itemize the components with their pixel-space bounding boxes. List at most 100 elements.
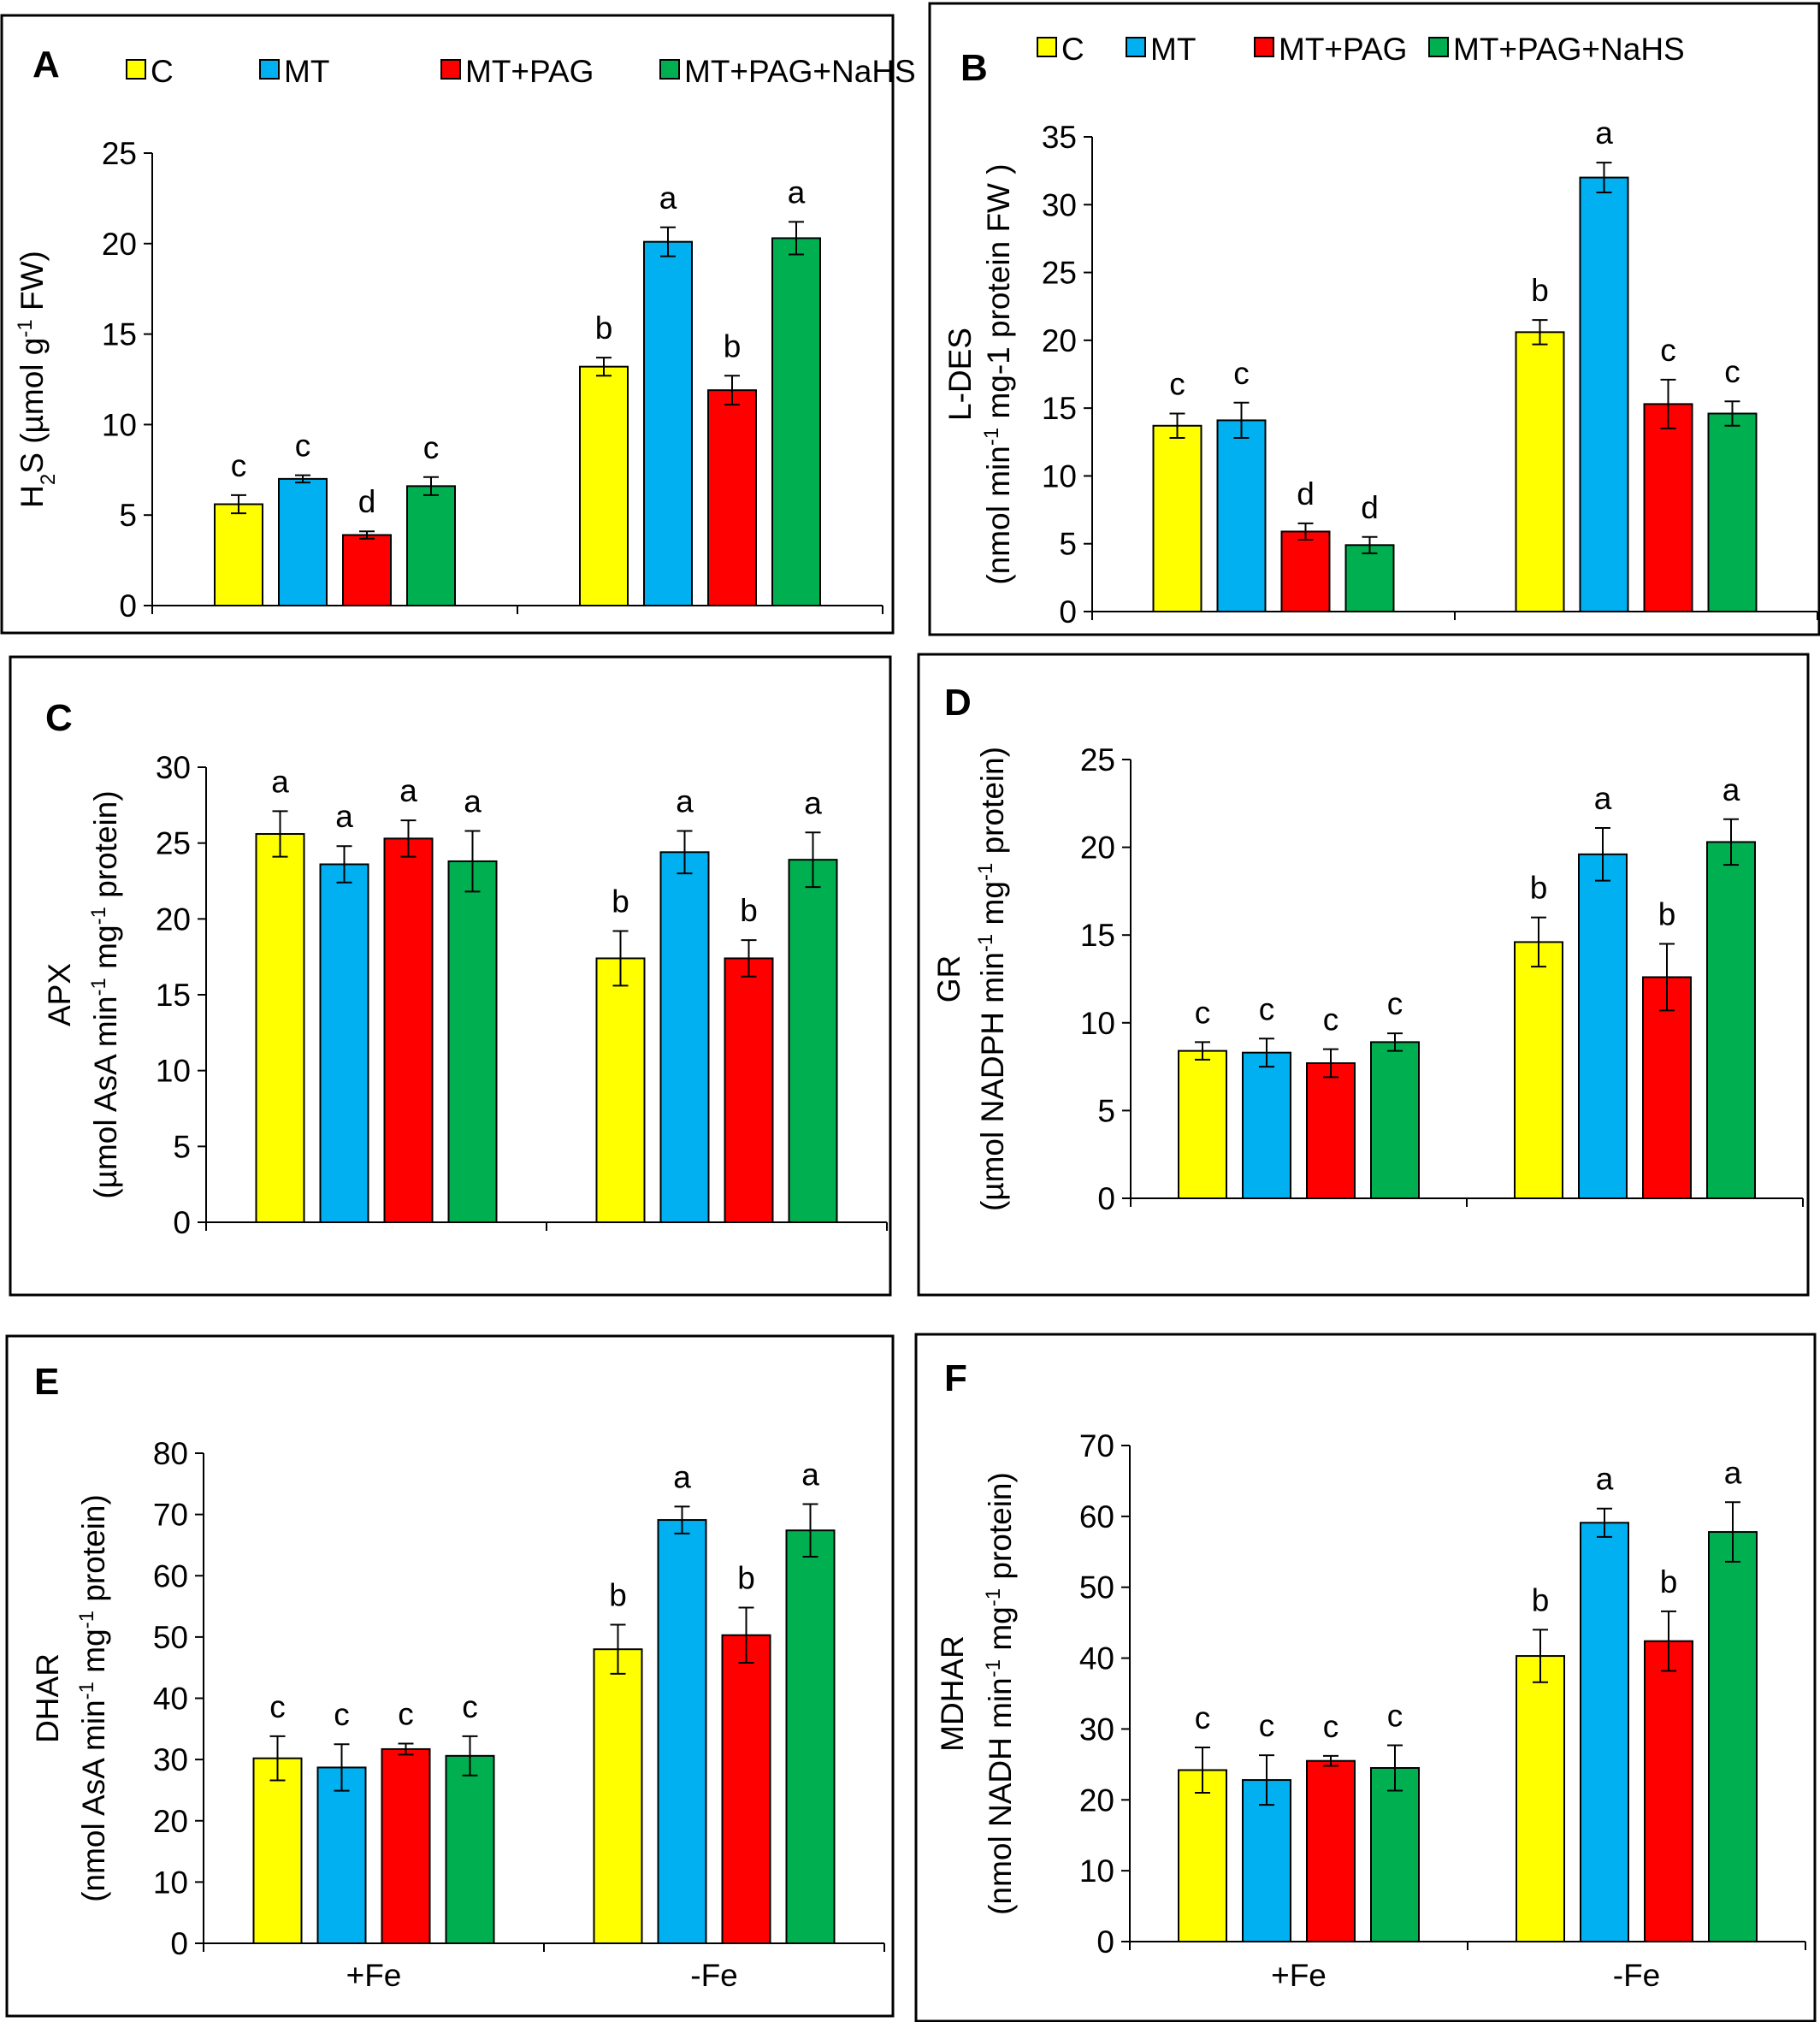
legend-swatch (1037, 37, 1057, 57)
y-tick-label: 20 (1079, 1783, 1114, 1818)
significance-letter: a (1595, 115, 1613, 151)
y-tick-label: 10 (1079, 1854, 1114, 1889)
bar (1370, 1767, 1420, 1942)
significance-letter: c (1323, 1002, 1339, 1038)
significance-letter: c (1195, 1700, 1211, 1735)
bar (659, 851, 710, 1223)
y-tick-label: 10 (1042, 458, 1077, 494)
y-tick-label: 25 (102, 136, 137, 171)
significance-letter: c (1323, 1709, 1339, 1744)
panel-frame (917, 653, 1810, 1297)
bar (1306, 1759, 1356, 1943)
y-tick-label: 60 (1079, 1499, 1114, 1534)
bar (1643, 403, 1693, 612)
panel-F: F 0 10 20 30 40 50 60 70 MDHAR (nmol NADH min-1 mg… (914, 1333, 1817, 2022)
legend-swatch (1126, 37, 1146, 57)
bar (724, 957, 774, 1223)
significance-letter: b (612, 884, 629, 919)
significance-letter: d (1361, 490, 1379, 525)
y-tick-label: 40 (1079, 1641, 1114, 1676)
significance-letter: b (609, 1578, 627, 1613)
bar (1516, 1655, 1565, 1942)
y-tick-label: 20 (102, 227, 137, 262)
significance-letter: b (1531, 273, 1549, 308)
significance-letter: a (271, 764, 289, 799)
significance-letter: c (1195, 995, 1211, 1030)
significance-letter: b (724, 328, 742, 364)
bar (1706, 841, 1756, 1199)
significance-letter: a (335, 799, 353, 834)
y-axis-label: (nmol min-1 mg-1 protein FW ) (980, 163, 1017, 584)
bar (1514, 941, 1563, 1199)
y-tick-label: 0 (173, 1205, 191, 1240)
y-axis-label: GR (931, 955, 966, 1003)
y-tick-label: 25 (1080, 742, 1115, 777)
bar (1580, 1522, 1629, 1943)
y-tick-label: 30 (156, 750, 191, 785)
bar (657, 1519, 707, 1945)
legend-swatch (659, 59, 680, 80)
bar (788, 859, 838, 1223)
y-tick-label: 10 (153, 1865, 188, 1900)
y-tick-label: 10 (102, 407, 137, 442)
y-tick-label: 35 (1042, 120, 1077, 155)
x-category-label: -Fe (690, 1958, 738, 1993)
x-category-label: +Fe (1271, 1958, 1327, 1993)
y-tick-label: 25 (156, 826, 191, 861)
y-tick-label: 0 (170, 1926, 188, 1961)
bar (1178, 1049, 1227, 1199)
legend-label: C (151, 54, 174, 89)
panel-frame (914, 1333, 1817, 2022)
y-tick-label: 15 (156, 978, 191, 1013)
y-tick-label: 5 (1059, 527, 1077, 562)
bar (445, 1754, 495, 1944)
significance-letter: a (801, 1457, 819, 1492)
bar (595, 957, 646, 1223)
panel-D: D 0 5 10 15 20 25 GR (µmol NADPH min-1 mg-1 prot… (917, 653, 1810, 1297)
bar (785, 1529, 836, 1945)
significance-letter: d (1297, 476, 1315, 511)
y-axis-label: DHAR (30, 1653, 65, 1743)
y-tick-label: 60 (153, 1558, 188, 1593)
panel-label: F (944, 1357, 967, 1399)
significance-letter: a (1594, 781, 1612, 816)
significance-letter: b (737, 1560, 755, 1595)
significance-letter: b (595, 310, 613, 346)
legend: C MT MT+PAG MT+PAG+NaHS (126, 54, 916, 89)
panel-label: C (45, 697, 73, 739)
significance-letter: a (673, 1459, 691, 1494)
y-tick-label: 0 (119, 588, 137, 624)
significance-letter: c (1660, 333, 1676, 368)
panel-E: E 0 10 20 30 40 50 60 70 80 DHAR (nmol AsA min-1 mg… (5, 1334, 895, 2018)
bar (316, 1766, 367, 1945)
bar (593, 1648, 643, 1944)
panel-label: E (34, 1361, 59, 1403)
y-tick-label: 20 (156, 902, 191, 937)
y-tick-label: 20 (1080, 831, 1115, 866)
bar (1578, 853, 1628, 1199)
panel-C: C 0 5 10 15 20 25 30 APX (µmol AsA min-1 mg-1 pro… (9, 655, 892, 1297)
significance-letter: c (423, 430, 440, 465)
y-tick-label: 20 (153, 1804, 188, 1839)
y-axis-label: (µmol NADPH min-1 mg-1 protein) (974, 747, 1011, 1211)
panel-B: B 0 5 10 15 20 25 30 35 L-DES(nmol min-1 mg-1 pro… (928, 2, 1820, 636)
legend-label: C (1061, 32, 1084, 67)
y-axis-label: (nmol NADH min-1 mg-1 protein) (982, 1472, 1019, 1915)
y-tick-label: 50 (1079, 1570, 1114, 1605)
significance-letter: c (1169, 366, 1185, 401)
y-tick-label: 10 (156, 1054, 191, 1089)
panel-frame (928, 2, 1820, 636)
bar (579, 365, 629, 606)
bar (406, 485, 456, 606)
legend-swatch (259, 59, 280, 80)
bar (383, 837, 434, 1223)
bar (1707, 412, 1758, 612)
significance-letter: a (464, 783, 482, 819)
bar (1216, 419, 1267, 612)
significance-letter: b (1530, 871, 1548, 906)
significance-letter: c (295, 429, 311, 464)
y-axis-label: (nmol AsA min-1 mg-1 protein) (75, 1494, 112, 1902)
legend-label: MT+PAG (1279, 32, 1407, 67)
y-axis-label: MDHAR (935, 1635, 970, 1752)
significance-letter: c (1387, 1698, 1403, 1733)
